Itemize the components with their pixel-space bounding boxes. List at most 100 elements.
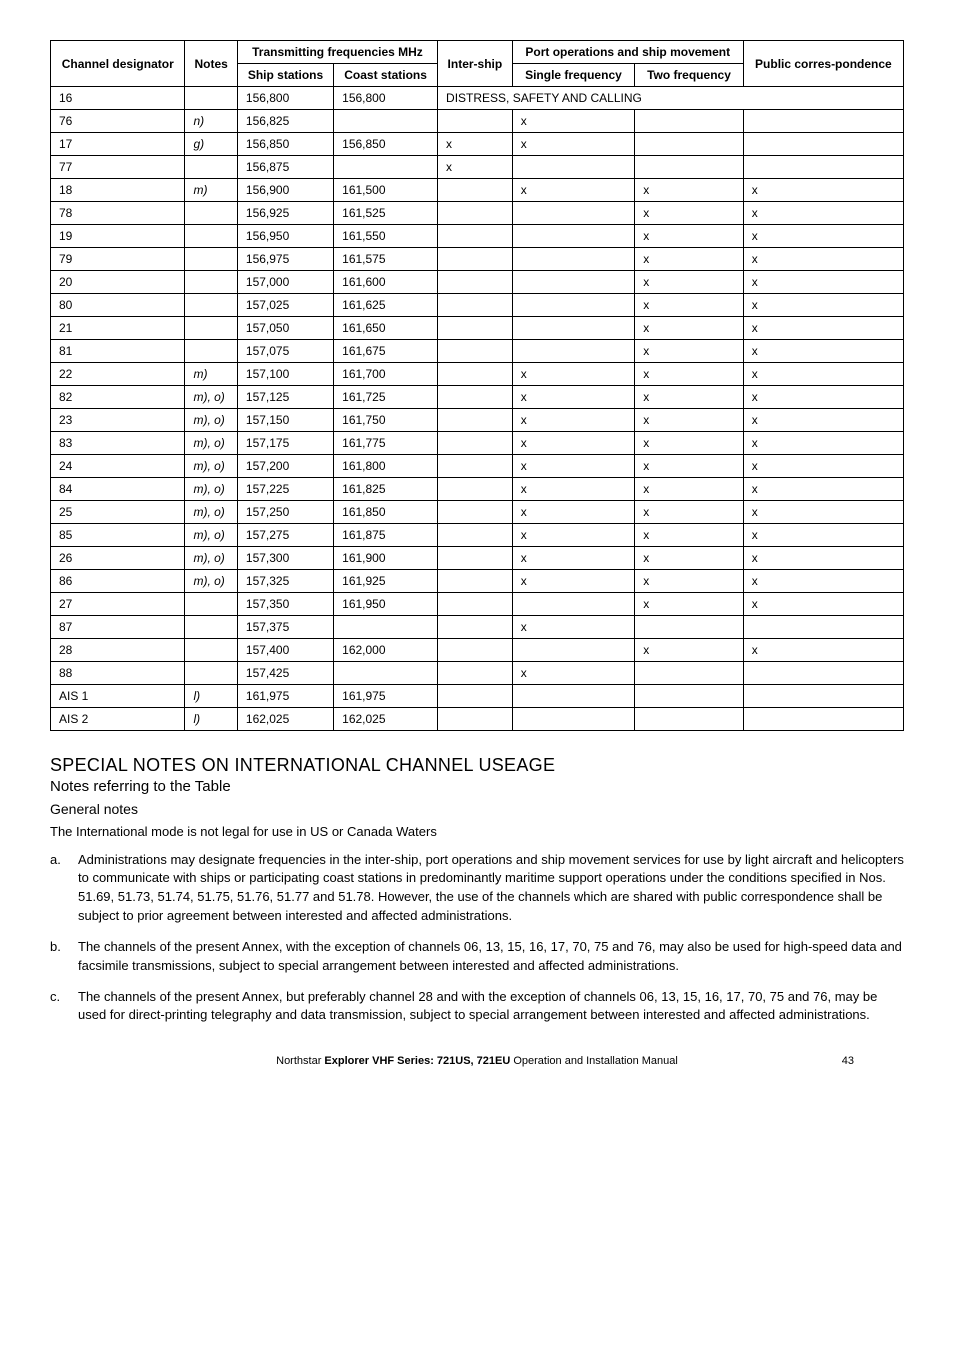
cell-pub: x: [743, 524, 903, 547]
cell-ship: 156,950: [237, 225, 333, 248]
cell-coast: 161,775: [334, 432, 438, 455]
cell-coast: [334, 156, 438, 179]
cell-two: [635, 156, 744, 179]
table-row: 20157,000161,600xx: [51, 271, 904, 294]
cell-single: x: [512, 524, 634, 547]
cell-ship: 157,225: [237, 478, 333, 501]
cell-inter: [438, 570, 513, 593]
cell-coast: 161,800: [334, 455, 438, 478]
cell-coast: [334, 110, 438, 133]
cell-coast: 162,000: [334, 639, 438, 662]
table-row: 23m), o)157,150161,750xxx: [51, 409, 904, 432]
cell-channel: 22: [51, 363, 185, 386]
cell-single: [512, 225, 634, 248]
cell-notes: [185, 639, 237, 662]
cell-channel: 76: [51, 110, 185, 133]
list-text: The channels of the present Annex, but p…: [78, 988, 904, 1026]
cell-channel: 87: [51, 616, 185, 639]
cell-channel: 82: [51, 386, 185, 409]
cell-pub: x: [743, 363, 903, 386]
page-footer: Northstar Explorer VHF Series: 721US, 72…: [50, 1055, 904, 1067]
cell-channel: 23: [51, 409, 185, 432]
cell-ship: 162,025: [237, 708, 333, 731]
cell-coast: 161,750: [334, 409, 438, 432]
cell-single: x: [512, 386, 634, 409]
cell-single: x: [512, 570, 634, 593]
list-marker: b.: [50, 938, 78, 976]
cell-notes: [185, 616, 237, 639]
cell-coast: 161,550: [334, 225, 438, 248]
cell-coast: 161,875: [334, 524, 438, 547]
cell-single: x: [512, 179, 634, 202]
cell-pub: x: [743, 271, 903, 294]
cell-single: x: [512, 662, 634, 685]
cell-inter: [438, 524, 513, 547]
table-row: 28157,400162,000xx: [51, 639, 904, 662]
cell-single: [512, 317, 634, 340]
cell-coast: 161,625: [334, 294, 438, 317]
cell-channel: 85: [51, 524, 185, 547]
cell-channel: 84: [51, 478, 185, 501]
cell-single: x: [512, 501, 634, 524]
col-channel: Channel designator: [51, 41, 185, 87]
cell-pub: [743, 685, 903, 708]
cell-coast: 161,650: [334, 317, 438, 340]
cell-inter: [438, 317, 513, 340]
cell-notes: l): [185, 685, 237, 708]
table-row: 83m), o)157,175161,775xxx: [51, 432, 904, 455]
cell-notes: [185, 271, 237, 294]
cell-inter: [438, 225, 513, 248]
cell-two: x: [635, 317, 744, 340]
table-row: 77156,875x: [51, 156, 904, 179]
cell-pub: x: [743, 202, 903, 225]
footer-bold: Explorer VHF Series: 721US, 721EU: [324, 1055, 510, 1067]
page-number: 43: [842, 1055, 854, 1067]
cell-two: x: [635, 409, 744, 432]
cell-ship: 157,000: [237, 271, 333, 294]
col-coast-stations: Coast stations: [334, 64, 438, 87]
cell-two: [635, 662, 744, 685]
cell-notes: m), o): [185, 432, 237, 455]
cell-channel: 78: [51, 202, 185, 225]
cell-inter: [438, 340, 513, 363]
cell-pub: x: [743, 340, 903, 363]
table-row: 84m), o)157,225161,825xxx: [51, 478, 904, 501]
list-text: The channels of the present Annex, with …: [78, 938, 904, 976]
cell-ship: 157,200: [237, 455, 333, 478]
cell-coast: 161,525: [334, 202, 438, 225]
list-item: c.The channels of the present Annex, but…: [50, 988, 904, 1026]
table-row: 86m), o)157,325161,925xxx: [51, 570, 904, 593]
table-row: 76n)156,825x: [51, 110, 904, 133]
cell-two: x: [635, 363, 744, 386]
cell-inter: [438, 363, 513, 386]
table-row: 21157,050161,650xx: [51, 317, 904, 340]
cell-single: x: [512, 133, 634, 156]
cell-coast: 161,900: [334, 547, 438, 570]
table-body: 16156,800156,800DISTRESS, SAFETY AND CAL…: [51, 87, 904, 731]
cell-single: [512, 685, 634, 708]
footer-suffix: Operation and Installation Manual: [510, 1055, 678, 1067]
cell-channel: 18: [51, 179, 185, 202]
cell-inter: [438, 455, 513, 478]
table-row: 82m), o)157,125161,725xxx: [51, 386, 904, 409]
cell-two: x: [635, 478, 744, 501]
cell-two: x: [635, 340, 744, 363]
table-row: 19156,950161,550xx: [51, 225, 904, 248]
cell-notes: [185, 225, 237, 248]
cell-notes: [185, 662, 237, 685]
cell-pub: x: [743, 294, 903, 317]
cell-pub: x: [743, 179, 903, 202]
cell-single: [512, 340, 634, 363]
col-two-freq: Two frequency: [635, 64, 744, 87]
table-row: 80157,025161,625xx: [51, 294, 904, 317]
cell-ship: 157,025: [237, 294, 333, 317]
cell-single: x: [512, 110, 634, 133]
cell-pub: x: [743, 478, 903, 501]
cell-ship: 157,350: [237, 593, 333, 616]
cell-pub: [743, 156, 903, 179]
col-single-freq: Single frequency: [512, 64, 634, 87]
cell-inter: [438, 179, 513, 202]
cell-two: [635, 708, 744, 731]
cell-ship: 156,875: [237, 156, 333, 179]
col-intership: Inter-ship: [438, 41, 513, 87]
